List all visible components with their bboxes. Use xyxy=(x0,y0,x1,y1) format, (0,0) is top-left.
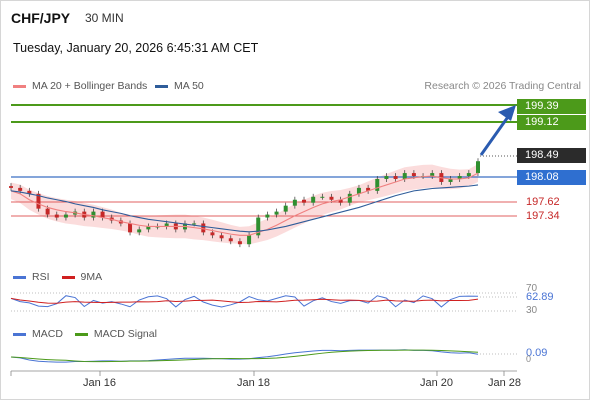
pivot-tag: 198.08 xyxy=(517,170,586,185)
ma20-label: MA 20 + Bollinger Bands xyxy=(32,80,148,92)
candle-body xyxy=(91,211,96,218)
x-label-3: Jan 28 xyxy=(488,377,522,389)
candle-body xyxy=(100,211,105,218)
bollinger-band xyxy=(11,164,478,245)
rsi-line xyxy=(10,295,479,308)
candle-body xyxy=(228,238,233,242)
rsi-tick-70: 70 xyxy=(526,283,538,294)
rsi-value: 62.89 xyxy=(526,291,554,303)
candle-body xyxy=(274,211,279,215)
candle-body xyxy=(247,235,252,245)
legend-macd: MACD MACD Signal xyxy=(13,328,157,340)
legend-rsi: RSI 9MA xyxy=(13,271,102,283)
candle-body xyxy=(292,199,297,206)
legend-ma50: MA 50 xyxy=(155,80,204,92)
ma20-line xyxy=(10,172,479,236)
candle-body xyxy=(45,208,50,215)
projection-arrow xyxy=(479,113,512,156)
datetime-label: Tuesday, January 20, 2026 6:45:31 AM CET xyxy=(13,41,259,55)
candle-body xyxy=(329,196,334,200)
candle-body xyxy=(192,223,197,225)
candle-body xyxy=(338,199,343,203)
ma9-label: 9MA xyxy=(80,271,103,283)
candle-body xyxy=(146,226,151,230)
rsi-label: RSI xyxy=(32,271,50,283)
candles xyxy=(9,158,480,248)
macd-line xyxy=(10,349,479,363)
candle-body xyxy=(164,223,169,227)
candle-body xyxy=(201,223,206,233)
candle-body xyxy=(265,214,270,218)
macd-value: 0.09 xyxy=(526,347,548,359)
candle-body xyxy=(237,241,242,245)
candle-body xyxy=(9,186,13,188)
macd-tick-0: 0 xyxy=(526,354,532,364)
ma20-swatch xyxy=(13,84,26,88)
ma50-label: MA 50 xyxy=(174,80,204,92)
symbol-title: CHF/JPY xyxy=(11,10,71,26)
candle-body xyxy=(402,173,407,179)
support2-label: 197.34 xyxy=(526,210,560,222)
x-label-0: Jan 16 xyxy=(83,377,117,389)
candle-body xyxy=(393,176,398,179)
candle-body xyxy=(411,173,416,177)
candle-body xyxy=(476,161,480,174)
candle-body xyxy=(210,232,215,236)
candle-body xyxy=(457,176,462,179)
macd-signal-swatch xyxy=(74,332,88,336)
rsi-tick-30: 30 xyxy=(526,305,538,316)
attribution: Research © 2026 Trading Central xyxy=(424,80,581,92)
rsi-swatch xyxy=(13,275,26,279)
macd-swatch xyxy=(13,332,26,336)
support1-label: 197.62 xyxy=(526,196,560,208)
candle-body xyxy=(18,187,23,191)
candle-body xyxy=(356,187,361,194)
candle-body xyxy=(366,187,371,191)
candle-body xyxy=(384,176,389,179)
candle-body xyxy=(137,229,142,233)
ma50-line xyxy=(10,184,479,233)
ma9-swatch xyxy=(61,275,75,279)
candle-body xyxy=(311,196,316,203)
candle-body xyxy=(36,193,41,209)
rsi-ma-line xyxy=(10,297,479,304)
macd-signal-label: MACD Signal xyxy=(93,328,157,340)
ma50-swatch xyxy=(155,84,168,88)
candle-body xyxy=(430,173,435,177)
candle-body xyxy=(27,190,32,194)
candle-body xyxy=(375,179,380,191)
x-label-1: Jan 18 xyxy=(237,377,271,389)
candle-body xyxy=(63,214,68,218)
candle-body xyxy=(302,199,307,203)
candle-body xyxy=(320,196,325,198)
candle-body xyxy=(283,205,288,212)
arrow-head-icon xyxy=(498,105,516,121)
candle-body xyxy=(219,235,224,239)
legend-ma20: MA 20 + Bollinger Bands xyxy=(13,80,147,92)
candle-body xyxy=(448,179,453,182)
macd-label: MACD xyxy=(32,328,63,340)
target1-tag: 199.39 xyxy=(517,99,586,114)
candle-body xyxy=(347,193,352,203)
macd-signal-line xyxy=(10,349,479,363)
candle-body xyxy=(466,173,471,177)
candle-body xyxy=(128,223,133,233)
candle-body xyxy=(256,217,261,236)
candle-body xyxy=(54,214,59,218)
last-price-tag: 198.49 xyxy=(517,148,586,163)
timeframe-label[interactable]: 30 MIN xyxy=(85,11,124,25)
target2-tag: 199.12 xyxy=(517,115,586,130)
x-label-2: Jan 20 xyxy=(420,377,454,389)
